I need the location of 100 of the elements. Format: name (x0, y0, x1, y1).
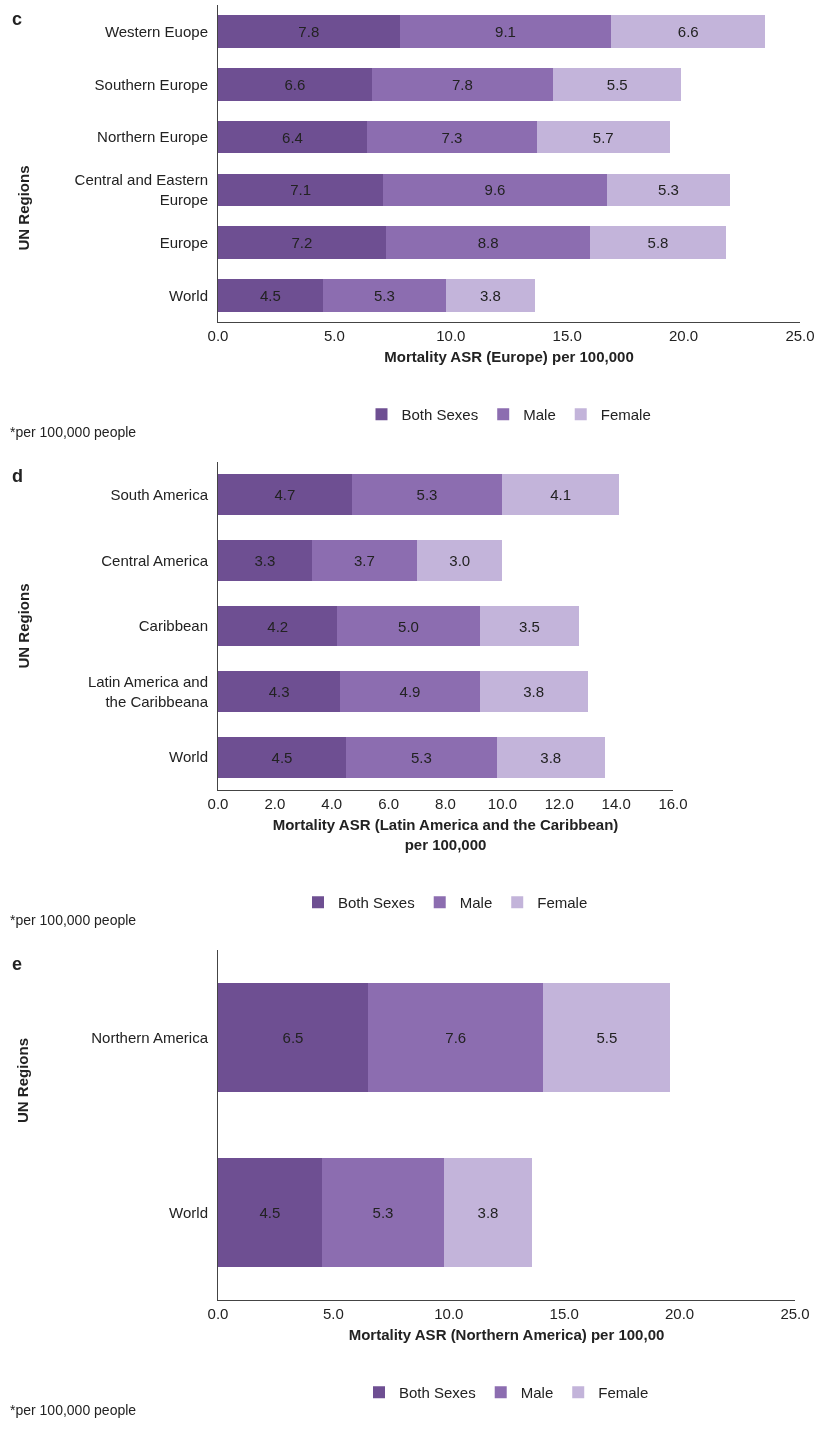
data-label: 7.1 (290, 181, 312, 199)
text: *per 100,000 people (10, 1402, 137, 1418)
bar (444, 1158, 532, 1267)
x-tick-label: 10.0 (434, 1305, 464, 1322)
bar (543, 983, 671, 1092)
legend-label: Both Sexes (338, 894, 415, 912)
y-axis-title: UN Regions (14, 583, 32, 669)
data-label: 6.4 (282, 128, 303, 146)
bar (417, 540, 503, 581)
data-label: 5.5 (596, 1029, 618, 1046)
x-tick-label: 5.0 (323, 327, 345, 344)
data-label: 5.5 (606, 75, 628, 93)
bar (606, 173, 731, 207)
data-label: 5.3 (374, 287, 395, 305)
bar (218, 736, 346, 778)
bar (611, 15, 766, 48)
y-tick-label: Caribbean (138, 617, 208, 635)
bar (590, 226, 726, 260)
data-label: 4.3 (268, 683, 290, 701)
data-label: 3.3 (254, 551, 276, 569)
x-axis-title: Mortality ASR (Northern America) per 100,00 (348, 1326, 665, 1343)
y-axis-title: UN Regions (14, 165, 32, 251)
bar (345, 736, 497, 778)
data-label: 4.5 (259, 1204, 281, 1221)
x-tick-label: 8.0 (435, 795, 456, 812)
y-tick-label: World (169, 748, 208, 766)
bar (218, 983, 369, 1092)
data-label: 9.1 (495, 22, 516, 40)
data-label: 6.5 (282, 1029, 304, 1046)
bar (321, 1158, 445, 1267)
x-tick-label: 20.0 (669, 327, 699, 344)
data-label: 3.7 (354, 551, 375, 569)
text: *per 100,000 people (10, 424, 137, 440)
data-label: 7.6 (445, 1029, 467, 1046)
bar (502, 474, 619, 516)
legend-label: Female (537, 894, 588, 912)
legend-label: Both Sexes (399, 1384, 476, 1402)
x-tick-label: 12.0 (544, 795, 574, 812)
text: e (12, 954, 23, 974)
x-tick-label: 16.0 (658, 795, 688, 812)
data-label: 5.0 (398, 617, 419, 635)
y-tick-label: South America (110, 486, 209, 504)
y-tick-label: Latin America and the Caribbeana (87, 673, 209, 710)
bar (218, 1158, 322, 1267)
legend-label: Male (523, 406, 556, 424)
x-axis-title: Mortality ASR (Latin America and the Caribbean) per 100,000 (272, 816, 619, 853)
bar (337, 605, 480, 647)
y-tick-label: World (169, 286, 208, 304)
text: *per 100,000 people (10, 912, 137, 928)
data-label: 8.8 (477, 234, 499, 252)
x-tick-label: 15.0 (549, 1305, 579, 1322)
x-tick-label: 10.0 (487, 795, 517, 812)
data-label: 3.8 (477, 1204, 499, 1221)
data-label: 7.8 (452, 75, 473, 93)
data-label: 5.3 (410, 748, 432, 766)
y-tick-label: Central America (101, 551, 209, 569)
x-tick-label: 15.0 (552, 327, 582, 344)
legend-label: Female (600, 406, 651, 424)
x-axis-title: Mortality ASR (Europe) per 100,000 (384, 348, 634, 365)
data-label: 9.6 (484, 181, 506, 199)
data-label: 5.3 (372, 1204, 394, 1221)
bar (399, 15, 612, 48)
x-tick-label: 10.0 (436, 327, 466, 344)
bar (218, 605, 338, 647)
legend-label: Both Sexes (401, 406, 479, 424)
bar (218, 226, 386, 260)
x-tick-label: 2.0 (264, 795, 286, 812)
bar (366, 120, 537, 154)
data-label: 4.9 (399, 683, 421, 701)
bar (218, 15, 400, 48)
y-tick-label: Northern Europe (97, 128, 208, 146)
bar (218, 671, 341, 712)
data-label: 7.2 (291, 234, 313, 252)
x-tick-label: 0.0 (207, 1305, 229, 1322)
bar (368, 983, 544, 1092)
legend-label: Female (598, 1384, 649, 1402)
data-label: 5.7 (592, 128, 614, 146)
data-label: 3.0 (449, 551, 471, 569)
y-tick-label: Europe (159, 234, 208, 251)
y-tick-label: World (169, 1203, 208, 1221)
data-label: 3.8 (540, 748, 562, 766)
bar (351, 474, 503, 516)
data-label: 3.8 (523, 683, 545, 701)
text: c (12, 9, 23, 29)
bar (322, 279, 447, 312)
x-tick-label: 14.0 (601, 795, 631, 812)
bar (446, 279, 535, 312)
bar (385, 226, 591, 260)
data-label: 3.8 (479, 287, 501, 305)
bar (383, 173, 607, 207)
bar (218, 279, 323, 312)
data-label: 5.3 (658, 181, 679, 199)
bar (371, 67, 554, 101)
x-tick-label: 0.0 (207, 795, 229, 812)
x-tick-label: 5.0 (322, 1305, 344, 1322)
data-label: 7.8 (298, 22, 320, 40)
x-tick-label: 4.0 (321, 795, 343, 812)
bar (496, 736, 605, 778)
x-tick-label: 20.0 (665, 1305, 695, 1322)
y-axis-title: UN Regions (14, 1037, 31, 1123)
